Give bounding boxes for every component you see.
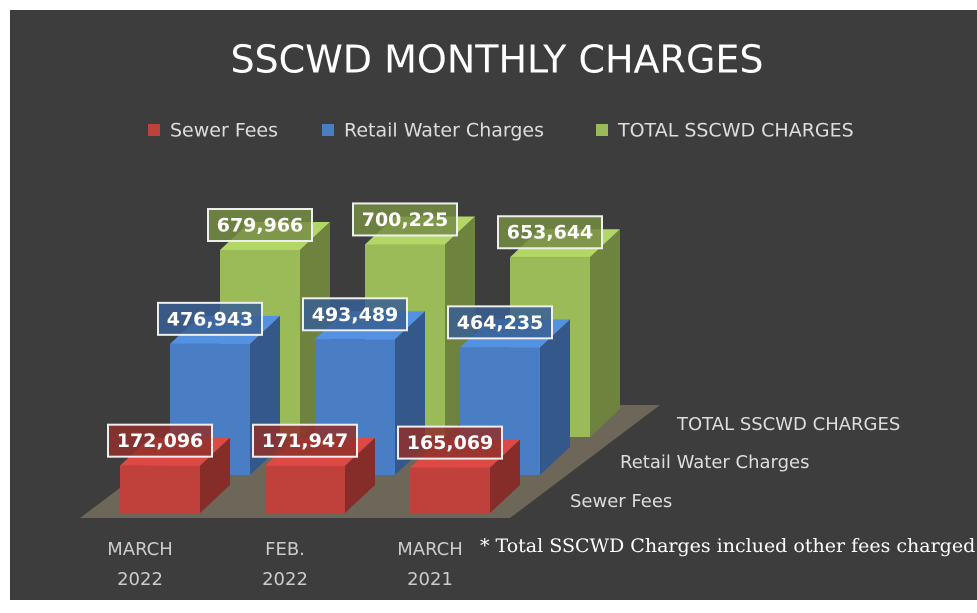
value-label: 172,096: [117, 430, 204, 452]
value-label-box: [252, 423, 358, 458]
x-tick-label: MARCH 2021: [397, 539, 463, 590]
legend-label: TOTAL SSCWD CHARGES: [617, 120, 854, 142]
legend-label: Retail Water Charges: [344, 120, 544, 142]
value-label-box: [157, 301, 263, 336]
value-label-box: [352, 202, 458, 237]
legend-label: Sewer Fees: [170, 120, 278, 142]
bar-front: [410, 467, 490, 513]
legend-swatch: [148, 124, 160, 136]
value-label: 493,489: [312, 304, 399, 326]
depth-label: TOTAL SSCWD CHARGES: [676, 414, 900, 435]
bar-side: [200, 437, 230, 513]
chart-title: SSCWD MONTHLY CHARGES: [230, 38, 763, 82]
bar-side: [540, 319, 570, 475]
bar-front: [120, 465, 200, 513]
bar-front: [265, 465, 345, 513]
bar-side: [490, 439, 520, 513]
legend-swatch: [322, 124, 334, 136]
depth-label: Retail Water Charges: [620, 452, 809, 473]
legend-swatch: [596, 124, 608, 136]
footnote: * Total SSCWD Charges inclued other fees…: [480, 535, 975, 557]
depth-label: Sewer Fees: [570, 491, 672, 512]
value-label-box: [397, 425, 503, 460]
bar-side: [590, 229, 620, 437]
value-label: 464,235: [457, 312, 544, 334]
value-label-box: [107, 423, 213, 458]
value-label: 679,966: [217, 215, 304, 237]
value-label: 165,069: [407, 432, 494, 454]
x-tick-label: FEB. 2022: [262, 539, 308, 590]
value-label-box: [207, 208, 313, 243]
bar-side: [345, 437, 375, 513]
value-label: 700,225: [362, 209, 449, 231]
value-label: 476,943: [167, 308, 254, 330]
value-label-box: [447, 305, 553, 340]
value-label-box: [302, 297, 408, 332]
value-label: 171,947: [262, 430, 349, 452]
value-label: 653,644: [507, 222, 594, 244]
x-tick-label: MARCH 2022: [107, 539, 173, 590]
value-label-box: [497, 215, 603, 250]
